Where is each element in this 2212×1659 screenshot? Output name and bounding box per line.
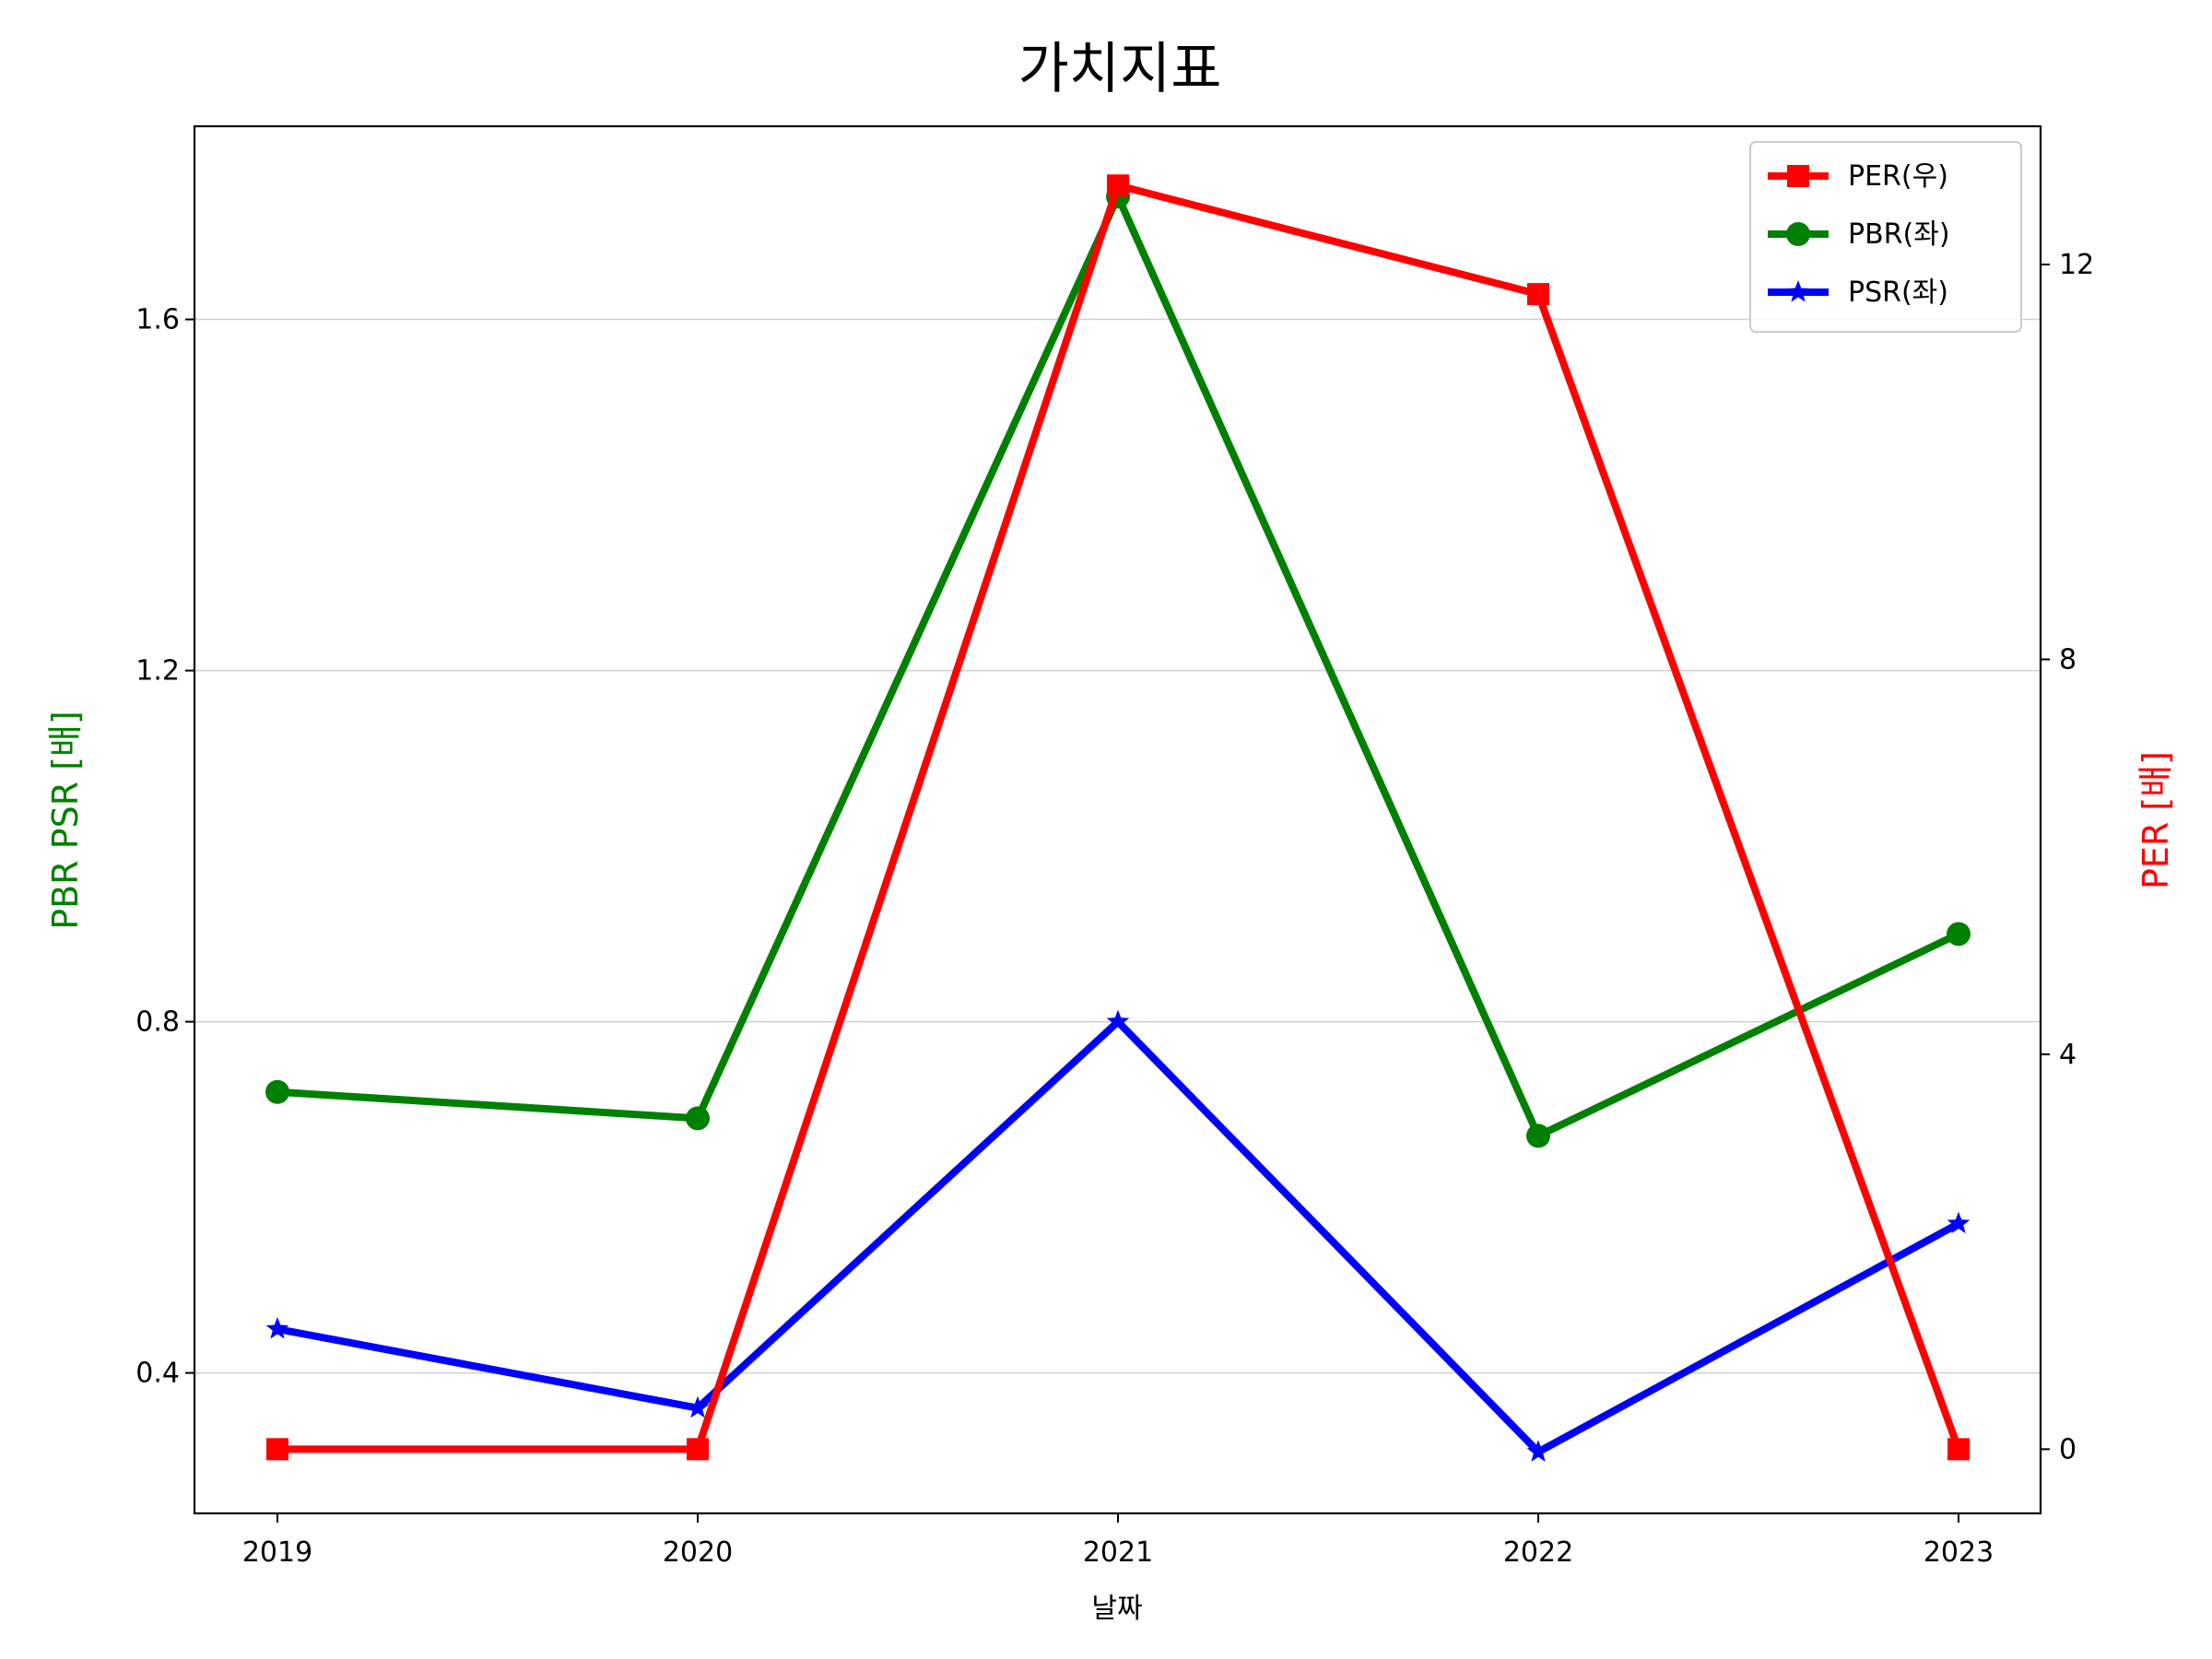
series-per [266,174,1970,1461]
left-tick-label: 1.6 [135,304,180,336]
series-per-point [1527,283,1549,306]
x-tick-label: 2020 [663,1536,733,1569]
chart-title: 가치지표 [1018,37,1222,101]
x-tick-label: 2019 [242,1536,312,1569]
legend-swatch-marker [1786,222,1810,246]
series-per-point [1947,1438,1970,1461]
legend-label: PER(우) [1848,160,1948,193]
x-tick-label: 2023 [1924,1536,1994,1569]
right-y-axis-title: PER [배] [2136,751,2176,889]
series-pbr-point [686,1106,710,1131]
legend-label: PBR(좌) [1848,218,1950,251]
right-axis-ticks: 0 4 8 12 [2041,249,2094,1465]
legend-swatch-marker [1787,165,1809,187]
series-per-point [266,1438,288,1461]
series-per-point [1107,174,1129,197]
legend-item-per: PER(우) [1768,160,1948,193]
series-psr-point [1526,1440,1550,1462]
series-pbr-point [1947,922,1971,947]
series-psr-point [1947,1211,1971,1234]
series-per-point [687,1438,709,1461]
legend-item-psr: PSR(좌) [1768,276,1948,309]
series-pbr-point [1526,1124,1550,1148]
left-tick-label: 0.8 [135,1006,180,1039]
legend-label: PSR(좌) [1848,276,1948,309]
legend-entries: PER(우) PBR(좌) PSR(좌) [1768,160,1950,309]
plot-frame [193,124,2042,1515]
x-axis-ticks: 2019 2020 2021 2022 2023 [242,1513,1994,1569]
series-pbr-point [265,1079,289,1104]
left-tick-label: 0.4 [135,1358,180,1390]
x-tick-label: 2022 [1503,1536,1573,1569]
legend: PER(우) PBR(좌) PSR(좌) [1749,141,2022,333]
legend-box [1749,141,2022,333]
left-tick-label: 1.2 [135,655,180,688]
left-axis-ticks: 0.4 0.8 1.2 1.6 [135,304,194,1390]
right-tick-label: 8 [2059,643,2077,676]
legend-swatch-marker [1786,280,1810,302]
series-psr-point [265,1316,289,1339]
x-tick-label: 2021 [1083,1536,1153,1569]
series-psr [265,1009,1971,1462]
legend-item-pbr: PBR(좌) [1768,218,1950,251]
x-axis-title: 날짜 [1091,1593,1142,1625]
series-psr-point [1106,1009,1130,1032]
right-tick-label: 0 [2059,1433,2077,1465]
right-tick-label: 4 [2059,1039,2077,1071]
left-y-axis-title: PBR PSR [배] [45,711,86,930]
series-psr-point [686,1395,710,1418]
right-tick-label: 12 [2059,249,2094,281]
series-layer [265,174,1971,1462]
